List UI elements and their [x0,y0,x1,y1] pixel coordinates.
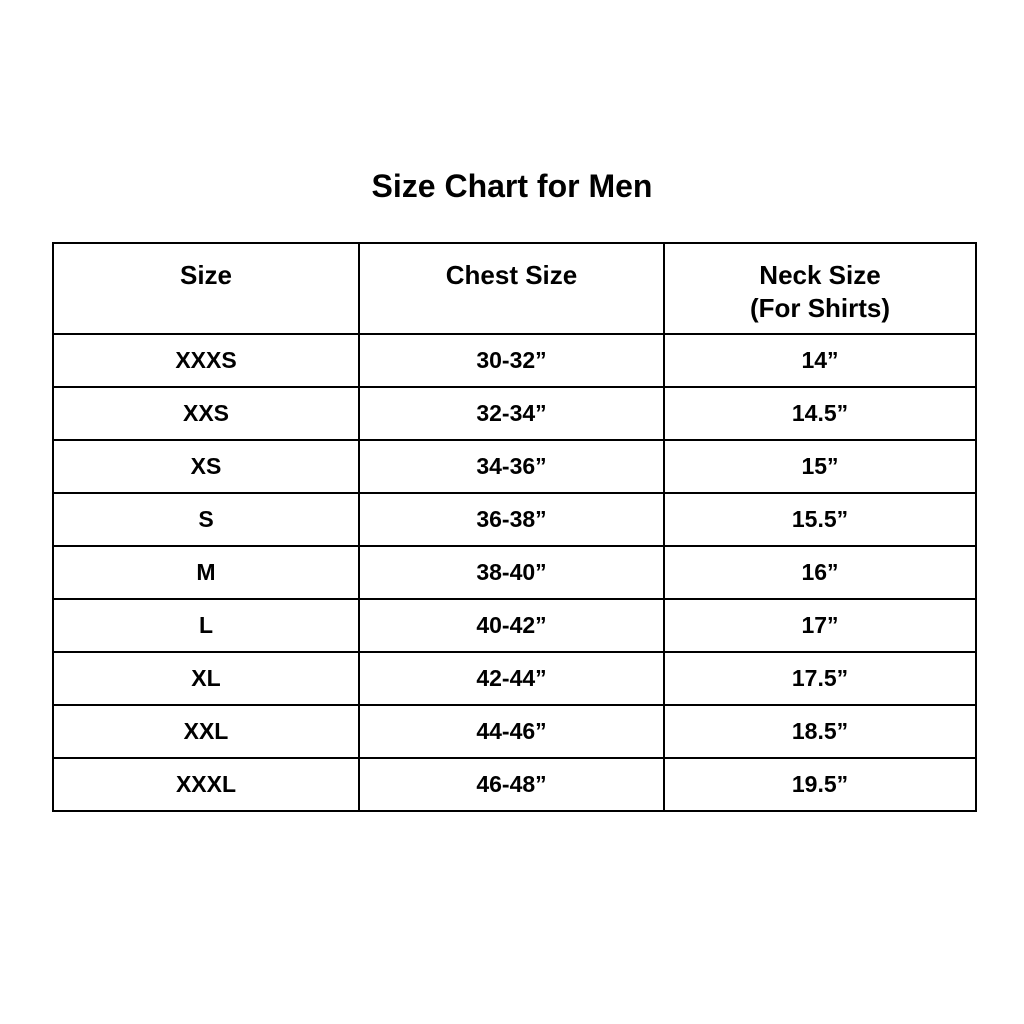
table-row: XXL 44-46” 18.5” [52,704,977,759]
table-cell: 19.5” [663,757,977,812]
table-cell: 38-40” [358,545,665,600]
size-chart-table: Size Chest Size Neck Size (For Shirts) X… [52,242,977,812]
table-cell: L [52,598,360,653]
table-header: Size Chest Size Neck Size (For Shirts) [52,242,977,335]
table-cell: 17” [663,598,977,653]
table-cell: 30-32” [358,333,665,388]
table-cell: XXXL [52,757,360,812]
table-cell: 40-42” [358,598,665,653]
table-cell: 32-34” [358,386,665,441]
table-cell: XS [52,439,360,494]
table-cell: S [52,492,360,547]
table-cell: 17.5” [663,651,977,706]
table-row: XXXS 30-32” 14” [52,333,977,388]
table-cell: XL [52,651,360,706]
table-cell: XXXS [52,333,360,388]
table-row: L 40-42” 17” [52,598,977,653]
page-title: Size Chart for Men [371,168,653,204]
table-cell: 15” [663,439,977,494]
table-cell: 46-48” [358,757,665,812]
table-cell: 44-46” [358,704,665,759]
table-cell: XXL [52,704,360,759]
table-row: M 38-40” 16” [52,545,977,600]
table-cell: 34-36” [358,439,665,494]
header-neck-size-sublabel: (For Shirts) [749,293,891,323]
table-cell: XXS [52,386,360,441]
table-cell: 42-44” [358,651,665,706]
size-table-body: XXXS 30-32” 14” XXS 32-34” 14.5” XS 34-36” 15” S 3… [52,333,977,812]
table-row: XL 42-44” 17.5” [52,651,977,706]
header-row: Size Chest Size Neck Size (For Shirts) [52,242,977,335]
table-cell: 14” [663,333,977,388]
table-row: S 36-38” 15.5” [52,492,977,547]
header-cell-neck-size: Neck Size (For Shirts) [663,242,977,335]
table-row: XXS 32-34” 14.5” [52,386,977,441]
header-neck-size-label: Neck Size [759,260,881,290]
table-cell: 36-38” [358,492,665,547]
header-size-label: Size [179,260,233,290]
header-cell-size: Size [52,242,360,335]
header-chest-size-label: Chest Size [445,260,578,290]
header-cell-chest-size: Chest Size [358,242,665,335]
table-row: XS 34-36” 15” [52,439,977,494]
table-cell: 15.5” [663,492,977,547]
table-cell: 16” [663,545,977,600]
table-cell: 18.5” [663,704,977,759]
table-cell: M [52,545,360,600]
table-row: XXXL 46-48” 19.5” [52,757,977,812]
table-cell: 14.5” [663,386,977,441]
